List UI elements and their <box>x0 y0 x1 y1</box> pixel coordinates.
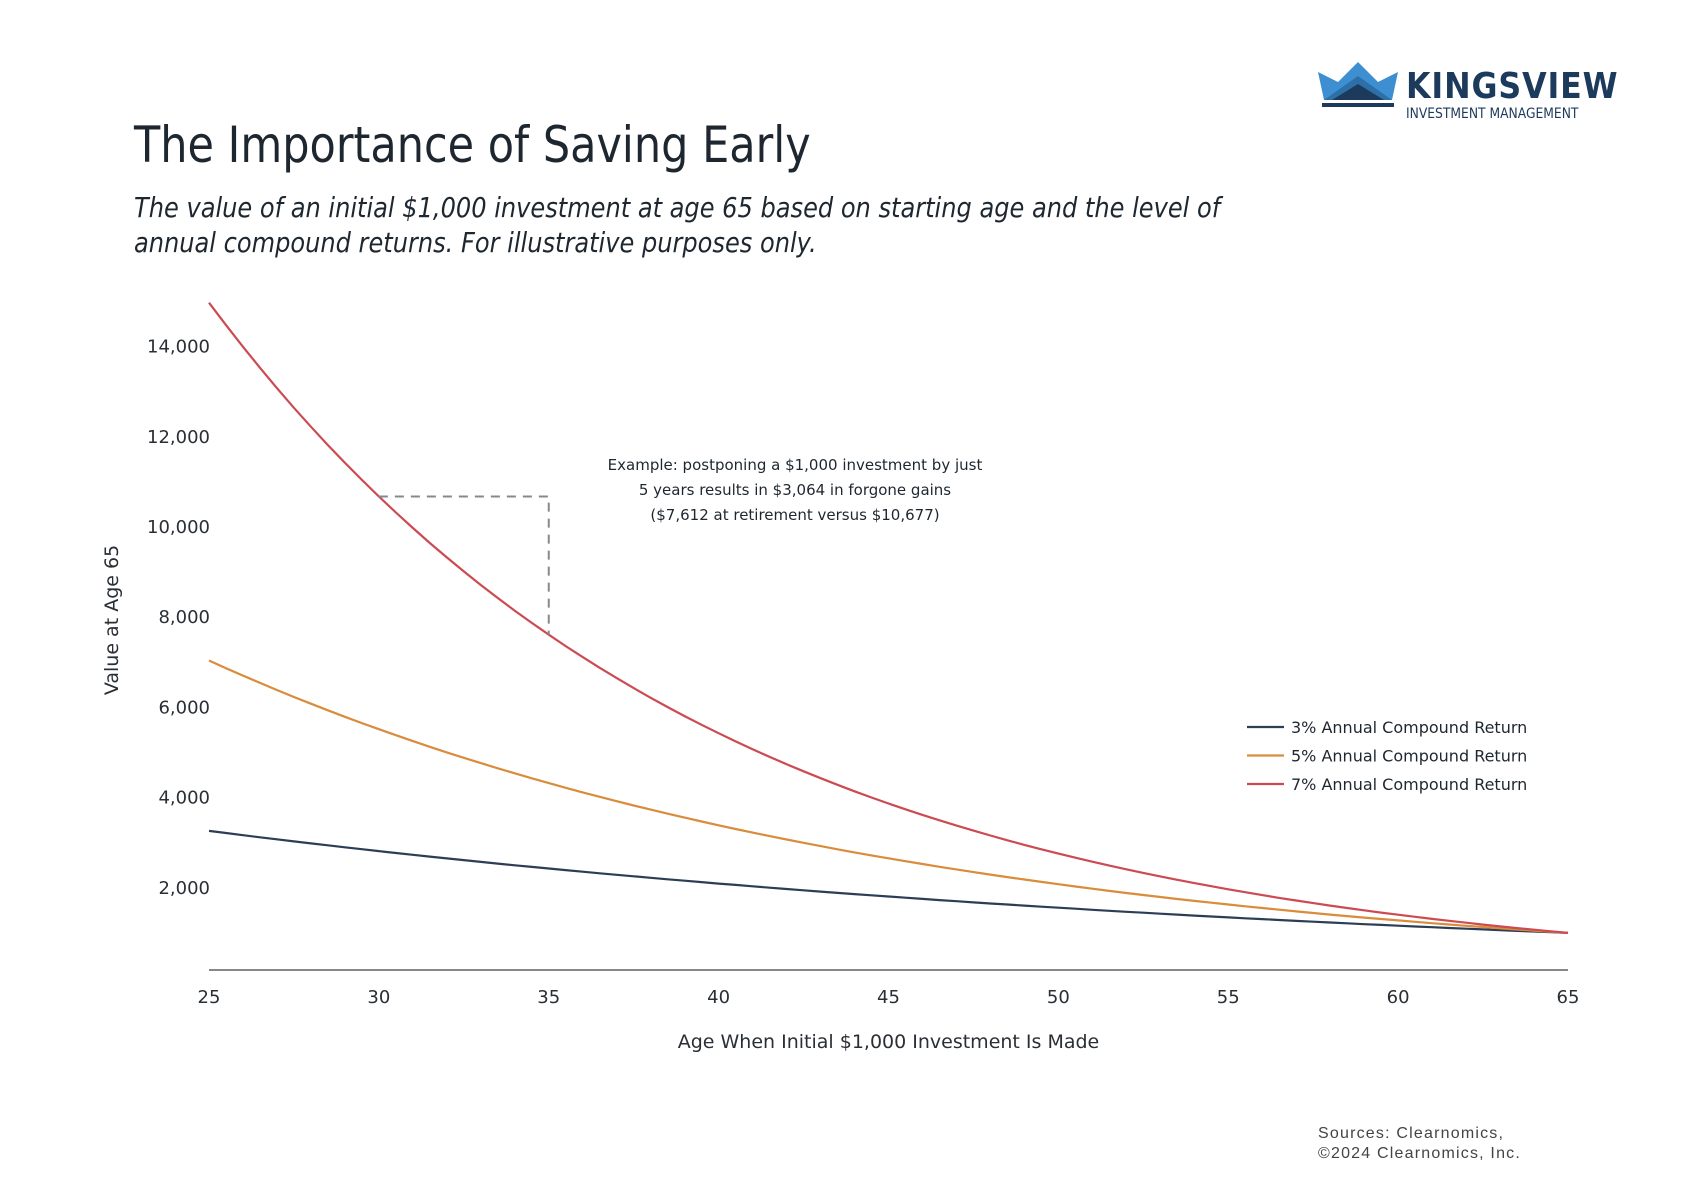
y-axis-title: Value at Age 65 <box>101 545 123 695</box>
chart-title: The Importance of Saving Early <box>134 116 811 174</box>
y-tick-label: 10,000 <box>147 517 210 538</box>
series-line-3pct <box>208 829 1569 934</box>
chart-subtitle: The value of an initial $1,000 investmen… <box>134 191 1221 259</box>
annotation-text-line: ($7,612 at retirement versus $10,677) <box>650 506 939 524</box>
legend-label: 7% Annual Compound Return <box>1291 775 1527 794</box>
x-tick-label: 45 <box>877 987 900 1008</box>
brand-name: KINGSVIEW <box>1406 66 1619 107</box>
x-tick-label: 60 <box>1387 987 1410 1008</box>
x-tick-label: 35 <box>537 987 560 1008</box>
y-tick-label: 2,000 <box>158 878 210 899</box>
x-tick-label: 30 <box>367 987 390 1008</box>
brand-tagline: INVESTMENT MANAGEMENT <box>1406 106 1579 122</box>
y-tick-label: 12,000 <box>147 427 210 448</box>
legend-label: 5% Annual Compound Return <box>1291 747 1527 766</box>
x-axis-title: Age When Initial $1,000 Investment Is Ma… <box>678 1031 1100 1053</box>
y-tick-label: 14,000 <box>147 337 210 358</box>
annotation-text-line: 5 years results in $3,064 in forgone gai… <box>639 481 951 499</box>
y-tick-label: 4,000 <box>158 788 210 809</box>
sources-line-2: ©2024 Clearnomics, Inc. <box>1318 1145 1522 1162</box>
annotation-dashed-guide <box>378 495 550 635</box>
x-tick-label: 25 <box>198 987 221 1008</box>
annotation-text-line: Example: postponing a $1,000 investment … <box>608 456 983 474</box>
y-tick-label: 6,000 <box>158 697 210 718</box>
kingsview-logo: KINGSVIEW INVESTMENT MANAGEMENT <box>1318 62 1618 132</box>
crown-icon <box>1318 62 1398 107</box>
series-line-7pct <box>208 302 1569 934</box>
x-tick-label: 55 <box>1217 987 1240 1008</box>
legend-label: 3% Annual Compound Return <box>1291 718 1527 737</box>
x-tick-label: 40 <box>707 987 730 1008</box>
x-tick-label: 50 <box>1047 987 1070 1008</box>
sources-line-1: Sources: Clearnomics, <box>1318 1125 1505 1142</box>
y-tick-label: 8,000 <box>158 607 210 628</box>
series-line-5pct <box>208 659 1569 934</box>
x-tick-label: 65 <box>1557 987 1580 1008</box>
sources-note: Sources: Clearnomics, ©2024 Clearnomics,… <box>1318 1124 1521 1164</box>
